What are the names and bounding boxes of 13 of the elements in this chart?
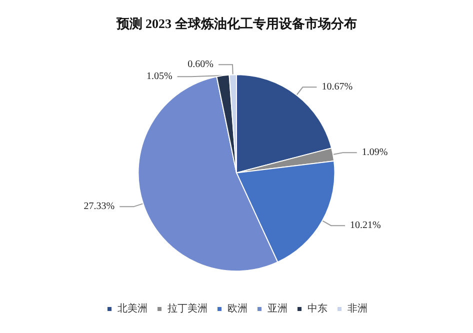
data-label: 0.60% [188, 59, 214, 70]
legend-label: 北美洲 [118, 302, 148, 314]
legend-label: 欧洲 [228, 302, 248, 314]
legend-label: 中东 [308, 302, 328, 314]
data-label: 27.33% [84, 201, 115, 212]
data-label: 1.05% [146, 71, 172, 82]
legend-label: 亚洲 [268, 302, 288, 314]
legend-label: 拉丁美洲 [168, 302, 208, 314]
data-label: 10.21% [350, 220, 381, 232]
data-label: 1.09% [362, 147, 388, 158]
chart-title: 预测 2023 全球炼油化工专用设备市场分布 [115, 16, 357, 31]
legend-label: 非洲 [348, 302, 368, 314]
data-label: 10.67% [322, 82, 353, 93]
